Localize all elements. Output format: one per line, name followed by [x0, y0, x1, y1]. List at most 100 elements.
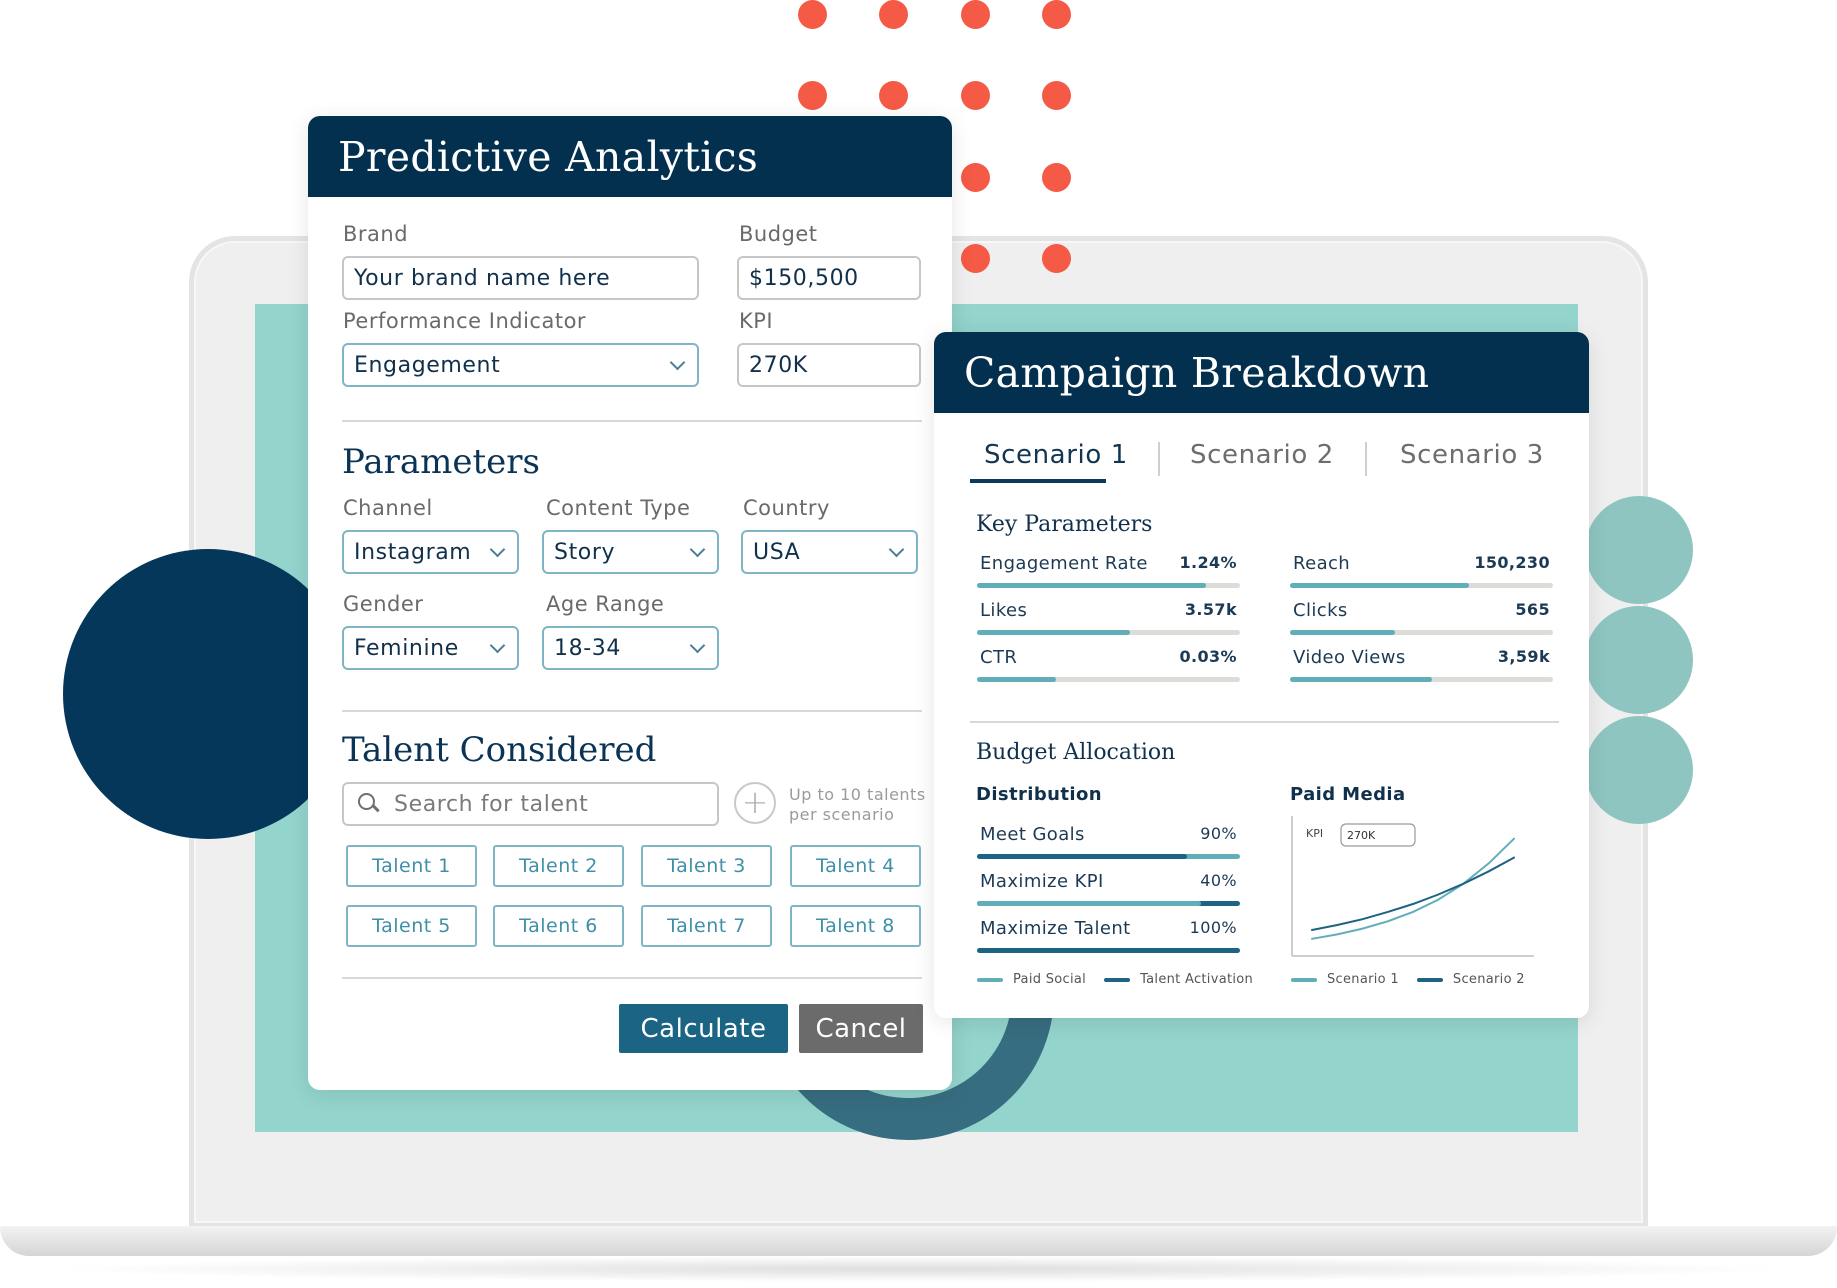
- talent-search-input[interactable]: Search for talent: [342, 782, 719, 826]
- metric-bar-fill: [977, 630, 1130, 635]
- performance-indicator-value: Engagement: [354, 352, 501, 378]
- predictive-analytics-title: Predictive Analytics: [338, 132, 759, 181]
- metric-value: 3.57k: [1184, 600, 1237, 619]
- talent-limit-hint: Up to 10 talents per scenario: [789, 785, 926, 825]
- tab-scenario-3[interactable]: Scenario 3: [1400, 440, 1544, 470]
- talent-chip[interactable]: Talent 3: [641, 845, 772, 887]
- brand-input[interactable]: Your brand name here: [342, 256, 699, 300]
- distribution-meet-goals: Meet Goals 90%: [977, 824, 1240, 859]
- decorative-navy-circle: [63, 549, 353, 839]
- metric-value: 150,230: [1474, 553, 1550, 572]
- legend-label: Scenario 1: [1327, 972, 1399, 987]
- age-range-select[interactable]: 18-34: [542, 626, 719, 670]
- brand-input-placeholder: Your brand name here: [354, 265, 611, 291]
- metric-bar-fill: [1290, 630, 1396, 635]
- content-type-select[interactable]: Story: [542, 530, 719, 574]
- divider: [970, 721, 1559, 723]
- talent-limit-hint-line: per scenario: [789, 805, 895, 824]
- calculate-button[interactable]: Calculate: [619, 1004, 788, 1053]
- metric-clicks: Clicks 565: [1290, 600, 1553, 635]
- budget-allocation-title: Budget Allocation: [976, 740, 1176, 765]
- metric-bar: [977, 583, 1240, 588]
- chart-series-line: [1311, 837, 1515, 940]
- predictive-analytics-header: Predictive Analytics: [308, 116, 952, 197]
- campaign-breakdown-title: Campaign Breakdown: [964, 348, 1430, 397]
- metric-bar-fill: [977, 583, 1206, 588]
- metric-engagement-rate: Engagement Rate 1.24%: [977, 553, 1240, 588]
- budget-input[interactable]: $150,500: [737, 256, 921, 300]
- gender-select[interactable]: Feminine: [342, 626, 519, 670]
- distribution-label: Maximize KPI: [980, 871, 1104, 892]
- metric-label: Likes: [980, 600, 1028, 621]
- kpi-label: KPI: [739, 309, 774, 333]
- distribution-maximize-kpi: Maximize KPI 40%: [977, 871, 1240, 906]
- campaign-breakdown-header: Campaign Breakdown: [934, 332, 1589, 413]
- metric-video-views: Video Views 3,59k: [1290, 647, 1553, 682]
- decorative-dot: [961, 163, 990, 192]
- decorative-dot: [961, 244, 990, 273]
- kpi-tag-box: [1340, 823, 1416, 847]
- distribution-bar: [977, 901, 1240, 906]
- decorative-dot: [798, 0, 827, 29]
- add-talent-button[interactable]: +: [734, 782, 776, 824]
- content-type-label: Content Type: [546, 496, 691, 520]
- distribution-bar-fill: [977, 854, 1188, 859]
- decorative-dot: [961, 81, 990, 110]
- talent-chip[interactable]: Talent 8: [790, 905, 921, 947]
- decorative-dot: [879, 0, 908, 29]
- laptop-shadow: [40, 1256, 1797, 1282]
- talent-chip[interactable]: Talent 7: [641, 905, 772, 947]
- legend-swatch: [977, 977, 1003, 982]
- metric-value: 1.24%: [1179, 553, 1237, 572]
- distribution-value: 100%: [1189, 918, 1237, 937]
- paid-media-title: Paid Media: [1290, 784, 1406, 805]
- legend-swatch: [1291, 977, 1317, 982]
- tab-scenario-1[interactable]: Scenario 1: [984, 440, 1128, 470]
- kpi-input[interactable]: 270K: [737, 343, 921, 387]
- legend-item: Talent Activation: [1104, 972, 1253, 987]
- predictive-analytics-card: Predictive Analytics Brand Your brand na…: [308, 116, 952, 1090]
- channel-select[interactable]: Instagram: [342, 530, 519, 574]
- performance-indicator-select[interactable]: Engagement: [342, 343, 699, 387]
- divider: [342, 420, 922, 422]
- metric-likes: Likes 3.57k: [977, 600, 1240, 635]
- decorative-dot: [798, 81, 827, 110]
- chevron-down-icon: [489, 637, 506, 653]
- legend-item: Scenario 1: [1291, 972, 1399, 987]
- distribution-label: Meet Goals: [980, 824, 1085, 845]
- talent-chip[interactable]: Talent 2: [493, 845, 624, 887]
- budget-label: Budget: [739, 222, 818, 246]
- chart-series-line: [1311, 856, 1515, 931]
- tab-separator: [1365, 442, 1367, 476]
- legend-item: Paid Social: [977, 972, 1086, 987]
- plus-icon: +: [741, 783, 769, 821]
- gender-label: Gender: [343, 592, 424, 616]
- country-select[interactable]: USA: [741, 530, 918, 574]
- metric-label: CTR: [980, 647, 1018, 668]
- cancel-button[interactable]: Cancel: [799, 1004, 923, 1053]
- distribution-bar-fill: [977, 948, 1240, 953]
- chart-series-group: [1311, 837, 1515, 940]
- kpi-tag-label: KPI: [1306, 827, 1323, 840]
- metric-value: 0.03%: [1179, 647, 1237, 666]
- chevron-down-icon: [669, 354, 686, 370]
- content-type-value: Story: [554, 539, 616, 565]
- metric-bar: [977, 630, 1240, 635]
- talent-chip[interactable]: Talent 1: [346, 845, 477, 887]
- performance-indicator-label: Performance Indicator: [343, 309, 587, 333]
- chevron-down-icon: [689, 637, 706, 653]
- talent-chip[interactable]: Talent 5: [346, 905, 477, 947]
- chevron-down-icon: [888, 541, 905, 557]
- metric-bar: [1290, 630, 1553, 635]
- channel-value: Instagram: [354, 539, 472, 565]
- talent-chip[interactable]: Talent 4: [790, 845, 921, 887]
- metric-reach: Reach 150,230: [1290, 553, 1553, 588]
- decorative-dot: [879, 81, 908, 110]
- metric-label: Reach: [1293, 553, 1351, 574]
- distribution-bar: [977, 948, 1240, 953]
- laptop-base: [0, 1226, 1837, 1256]
- campaign-breakdown-card: Campaign Breakdown Scenario 1 Scenario 2…: [934, 332, 1589, 1018]
- decorative-dot: [1042, 0, 1071, 29]
- tab-scenario-2[interactable]: Scenario 2: [1190, 440, 1334, 470]
- talent-chip[interactable]: Talent 6: [493, 905, 624, 947]
